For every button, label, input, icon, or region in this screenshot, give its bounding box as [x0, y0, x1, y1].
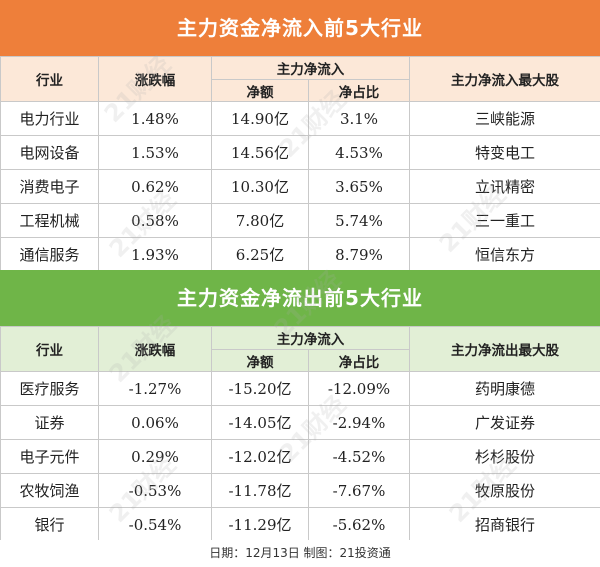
net-amount-cell: 14.56亿 [211, 135, 309, 170]
top-stock-cell: 立讯精密 [409, 169, 600, 204]
net-amount-cell: -11.78亿 [211, 473, 309, 508]
outflow-col-change: 涨跌幅 [98, 326, 212, 372]
outflow-col-industry: 行业 [0, 326, 99, 372]
net-amount-cell: 14.90亿 [211, 101, 309, 136]
net-amount-cell: -14.05亿 [211, 405, 309, 440]
industry-cell: 电网设备 [0, 135, 99, 170]
industry-cell: 医疗服务 [0, 371, 99, 406]
change-cell: -1.27% [98, 371, 212, 406]
top-stock-cell: 三峡能源 [409, 101, 600, 136]
inflow-col-net-ratio: 净占比 [308, 79, 410, 102]
change-cell: 1.53% [98, 135, 212, 170]
table-row: 消费电子 0.62% 10.30亿 3.65% 立讯精密 [0, 169, 600, 204]
industry-cell: 通信服务 [0, 237, 99, 272]
inflow-title: 主力资金净流入前5大行业 [0, 0, 600, 56]
top-stock-cell: 特变电工 [409, 135, 600, 170]
inflow-subheader-row: 净额 净占比 [1, 79, 600, 102]
industry-cell: 电子元件 [0, 439, 99, 474]
net-amount-cell: -12.02亿 [211, 439, 309, 474]
outflow-col-group: 主力净流入 [211, 326, 410, 350]
net-ratio-cell: 4.53% [308, 135, 410, 170]
net-ratio-cell: 5.74% [308, 203, 410, 238]
industry-cell: 证券 [0, 405, 99, 440]
top-stock-cell: 杉杉股份 [409, 439, 600, 474]
change-cell: 0.06% [98, 405, 212, 440]
inflow-header-row: 行业 涨跌幅 主力净流入 主力净流入最大股 [0, 56, 600, 102]
change-cell: 0.62% [98, 169, 212, 204]
outflow-subheader-row: 净额 净占比 [1, 349, 600, 372]
inflow-col-top-stock: 主力净流入最大股 [409, 56, 600, 102]
top-stock-cell: 恒信东方 [409, 237, 600, 272]
change-cell: 1.48% [98, 101, 212, 136]
industry-cell: 银行 [0, 507, 99, 542]
net-ratio-cell: -4.52% [308, 439, 410, 474]
industry-cell: 电力行业 [0, 101, 99, 136]
net-ratio-cell: 8.79% [308, 237, 410, 272]
net-ratio-cell: -12.09% [308, 371, 410, 406]
change-cell: -0.53% [98, 473, 212, 508]
table-row: 电子元件 0.29% -12.02亿 -4.52% 杉杉股份 [0, 439, 600, 474]
table-row: 通信服务 1.93% 6.25亿 8.79% 恒信东方 [0, 237, 600, 272]
industry-cell: 工程机械 [0, 203, 99, 238]
outflow-title: 主力资金净流出前5大行业 [0, 270, 600, 326]
change-cell: 0.29% [98, 439, 212, 474]
inflow-col-industry: 行业 [0, 56, 99, 102]
table-row: 农牧饲渔 -0.53% -11.78亿 -7.67% 牧原股份 [0, 473, 600, 508]
top-stock-cell: 广发证券 [409, 405, 600, 440]
inflow-col-net-amount: 净额 [211, 79, 309, 102]
net-amount-cell: -15.20亿 [211, 371, 309, 406]
net-ratio-cell: -2.94% [308, 405, 410, 440]
outflow-col-net-amount: 净额 [211, 349, 309, 372]
table-row: 工程机械 0.58% 7.80亿 5.74% 三一重工 [0, 203, 600, 238]
top-stock-cell: 三一重工 [409, 203, 600, 238]
inflow-col-group: 主力净流入 [211, 56, 410, 80]
industry-cell: 消费电子 [0, 169, 99, 204]
net-amount-cell: 6.25亿 [211, 237, 309, 272]
outflow-col-top-stock: 主力净流出最大股 [409, 326, 600, 372]
net-amount-cell: 10.30亿 [211, 169, 309, 204]
table-row: 证券 0.06% -14.05亿 -2.94% 广发证券 [0, 405, 600, 440]
table-row: 电网设备 1.53% 14.56亿 4.53% 特变电工 [0, 135, 600, 170]
net-amount-cell: 7.80亿 [211, 203, 309, 238]
top-stock-cell: 招商银行 [409, 507, 600, 542]
change-cell: -0.54% [98, 507, 212, 542]
net-ratio-cell: 3.65% [308, 169, 410, 204]
industry-cell: 农牧饲渔 [0, 473, 99, 508]
net-ratio-cell: -5.62% [308, 507, 410, 542]
net-ratio-cell: -7.67% [308, 473, 410, 508]
change-cell: 1.93% [98, 237, 212, 272]
outflow-col-net-ratio: 净占比 [308, 349, 410, 372]
top-stock-cell: 牧原股份 [409, 473, 600, 508]
change-cell: 0.58% [98, 203, 212, 238]
table-row: 银行 -0.54% -11.29亿 -5.62% 招商银行 [0, 507, 600, 542]
footer-caption: 日期：12月13日 制图：21投资通 [0, 540, 600, 567]
outflow-section: 主力资金净流出前5大行业 行业 涨跌幅 主力净流入 主力净流出最大股 净额 净占… [0, 270, 600, 542]
inflow-table: 行业 涨跌幅 主力净流入 主力净流入最大股 净额 净占比 电力行业 1.48% … [0, 56, 600, 272]
table-row: 电力行业 1.48% 14.90亿 3.1% 三峡能源 [0, 101, 600, 136]
outflow-table: 行业 涨跌幅 主力净流入 主力净流出最大股 净额 净占比 医疗服务 -1.27%… [0, 326, 600, 542]
inflow-section: 主力资金净流入前5大行业 行业 涨跌幅 主力净流入 主力净流入最大股 净额 净占… [0, 0, 600, 272]
net-ratio-cell: 3.1% [308, 101, 410, 136]
net-amount-cell: -11.29亿 [211, 507, 309, 542]
top-stock-cell: 药明康德 [409, 371, 600, 406]
inflow-col-change: 涨跌幅 [98, 56, 212, 102]
table-row: 医疗服务 -1.27% -15.20亿 -12.09% 药明康德 [0, 371, 600, 406]
outflow-header-row: 行业 涨跌幅 主力净流入 主力净流出最大股 [0, 326, 600, 372]
